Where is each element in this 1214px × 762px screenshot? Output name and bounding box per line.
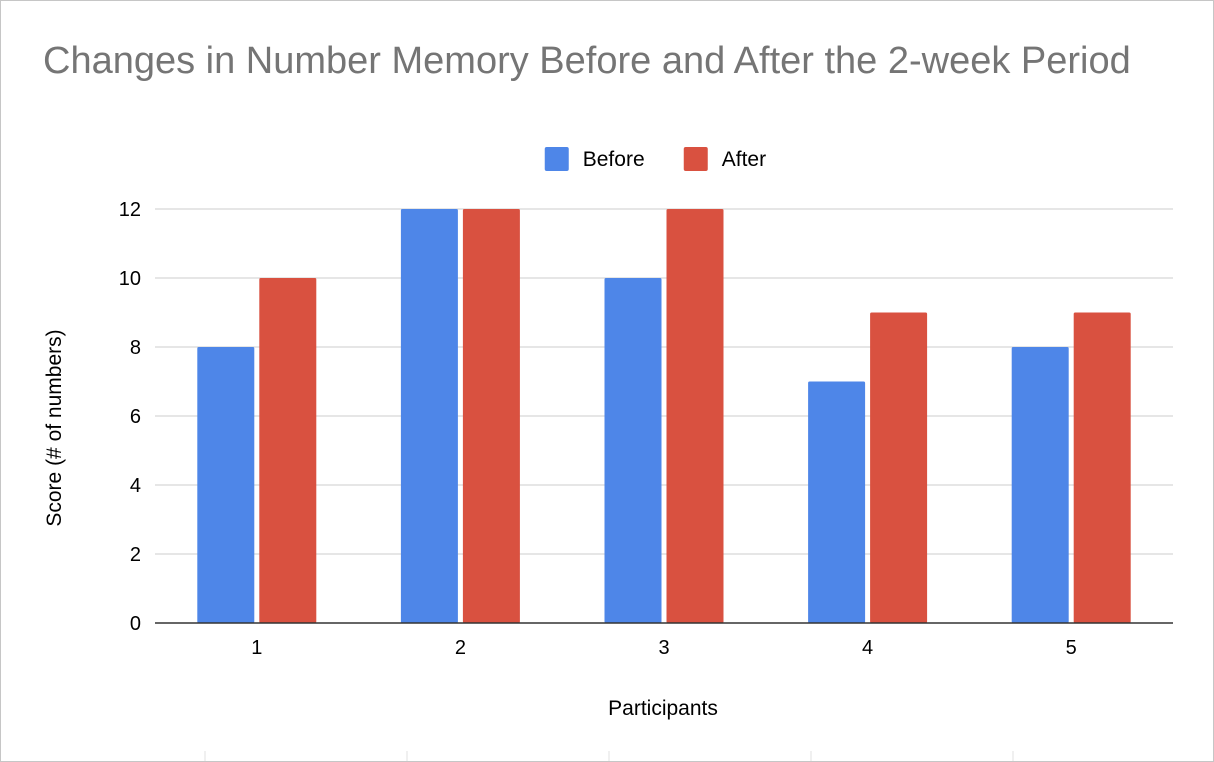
y-tick-label: 6 (130, 406, 141, 428)
gridlines (155, 208, 1173, 555)
y-tick-label: 2 (130, 544, 141, 566)
x-axis-title: Participants (608, 697, 718, 720)
bar-after-5 (1073, 312, 1131, 623)
bar-before-2 (400, 209, 458, 623)
y-tick-label: 4 (130, 475, 141, 497)
frame-bottom-ticks (204, 751, 1014, 761)
bar-after-3 (666, 209, 724, 623)
x-tick-label: 4 (862, 637, 873, 659)
chart-title: Changes in Number Memory Before and Afte… (43, 40, 1131, 82)
bars (197, 209, 1131, 623)
legend-label-after: After (722, 148, 766, 171)
y-tick-label: 10 (119, 268, 141, 290)
bar-before-3 (604, 278, 662, 623)
y-tick-label: 12 (119, 199, 141, 221)
legend-swatch-before (544, 147, 569, 171)
bar-before-1 (197, 347, 255, 623)
x-tick-label: 3 (658, 637, 669, 659)
bar-before-4 (808, 381, 866, 623)
bar-after-2 (462, 209, 520, 623)
legend: Before After (544, 147, 766, 171)
y-axis-title: Score (# of numbers) (43, 329, 66, 526)
legend-label-before: Before (583, 148, 645, 171)
legend-swatch-after (683, 147, 708, 171)
x-tick-label: 1 (251, 637, 262, 659)
y-tick-label: 8 (130, 337, 141, 359)
bar-before-5 (1011, 347, 1069, 623)
x-tick-label: 2 (455, 637, 466, 659)
bar-after-4 (870, 312, 928, 623)
y-tick-label: 0 (130, 613, 141, 635)
x-tick-label: 5 (1066, 637, 1077, 659)
bar-after-1 (259, 278, 317, 623)
